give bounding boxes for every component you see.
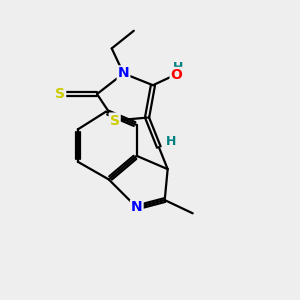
Text: H: H [166,135,176,148]
Text: N: N [118,66,129,80]
Text: S: S [55,87,65,101]
Text: H: H [173,61,183,74]
Text: S: S [110,114,120,128]
Text: N: N [131,200,142,214]
Text: O: O [171,68,182,82]
